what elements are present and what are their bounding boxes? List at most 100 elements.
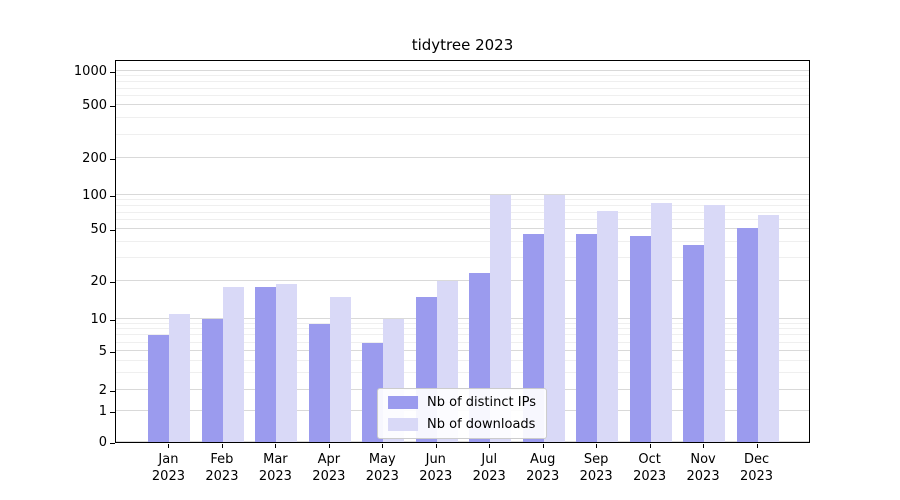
major-gridline	[116, 228, 809, 229]
x-tick-mark	[168, 444, 170, 448]
y-tick-mark	[110, 282, 115, 283]
x-tick-mark	[542, 444, 544, 448]
x-tick-label: Aug 2023	[526, 452, 560, 484]
minor-gridline	[116, 359, 809, 361]
major-gridline	[116, 318, 809, 319]
y-tick-mark	[110, 443, 115, 444]
minor-gridline	[116, 133, 809, 135]
minor-gridline	[116, 322, 809, 324]
minor-gridline	[116, 95, 809, 97]
bar-downloads	[169, 313, 191, 442]
legend-label: Nb of downloads	[427, 417, 536, 432]
minor-gridline	[116, 211, 809, 213]
bar-downloads	[757, 215, 779, 442]
major-gridline	[116, 157, 809, 158]
y-tick-label: 20	[90, 274, 107, 289]
bar-distinct-ips	[629, 236, 651, 442]
x-tick-mark	[435, 444, 437, 448]
bar-downloads	[704, 204, 726, 442]
y-tick-label: 1	[98, 404, 107, 419]
chart-title: tidytree 2023	[411, 36, 514, 54]
x-tick-mark	[703, 444, 705, 448]
minor-gridline	[116, 257, 809, 258]
y-tick-label: 1000	[73, 64, 107, 79]
y-tick-mark	[110, 391, 115, 392]
x-tick-label: Dec 2023	[739, 452, 774, 484]
minor-gridline	[116, 80, 809, 82]
major-gridline	[116, 194, 809, 195]
x-tick-mark	[756, 444, 758, 448]
bar-distinct-ips	[736, 228, 758, 442]
minor-gridline	[116, 371, 809, 373]
x-tick-label: Jul 2023	[472, 452, 506, 484]
y-tick-mark	[110, 352, 115, 353]
x-tick-mark	[489, 444, 491, 448]
bar-downloads	[490, 195, 512, 442]
major-gridline	[116, 350, 809, 351]
legend-item: Nb of downloads	[388, 417, 536, 432]
legend: Nb of distinct IPs Nb of downloads	[377, 388, 547, 439]
y-tick-label: 100	[82, 188, 107, 203]
x-tick-mark	[596, 444, 598, 448]
x-tick-label: May 2023	[365, 452, 399, 484]
bar-distinct-ips	[201, 319, 223, 442]
y-tick-label: 0	[98, 435, 107, 450]
major-gridline	[116, 70, 809, 71]
x-tick-mark	[221, 444, 223, 448]
y-tick-mark	[110, 412, 115, 413]
bar-downloads	[276, 283, 298, 442]
x-tick-label: Mar 2023	[258, 452, 292, 484]
x-tick-label: Oct 2023	[633, 452, 667, 484]
minor-gridline	[116, 199, 809, 201]
minor-gridline	[116, 204, 809, 206]
x-tick-label: Jun 2023	[419, 452, 453, 484]
bar-downloads	[222, 286, 244, 442]
legend-item: Nb of distinct IPs	[388, 395, 536, 410]
x-tick-label: Jan 2023	[151, 452, 185, 484]
bar-downloads	[650, 202, 672, 442]
bar-distinct-ips	[148, 335, 170, 442]
legend-label: Nb of distinct IPs	[427, 395, 536, 410]
minor-gridline	[116, 334, 809, 336]
y-tick-label: 10	[90, 312, 107, 327]
x-tick-label: Sep 2023	[579, 452, 613, 484]
bar-distinct-ips	[576, 233, 598, 442]
legend-swatch	[388, 396, 419, 409]
y-tick-label: 200	[82, 151, 107, 166]
minor-gridline	[116, 75, 809, 77]
minor-gridline	[116, 240, 809, 242]
x-tick-label: Nov 2023	[686, 452, 720, 484]
bar-downloads	[543, 195, 565, 442]
y-tick-mark	[110, 72, 115, 73]
x-tick-mark	[275, 444, 277, 448]
y-tick-mark	[110, 159, 115, 160]
y-tick-label: 2	[98, 383, 107, 398]
y-tick-mark	[110, 196, 115, 197]
minor-gridline	[116, 116, 809, 118]
minor-gridline	[116, 87, 809, 89]
minor-gridline	[116, 328, 809, 330]
bar-distinct-ips	[683, 244, 705, 442]
y-tick-mark	[110, 230, 115, 231]
x-tick-mark	[649, 444, 651, 448]
minor-gridline	[116, 341, 809, 343]
x-tick-mark	[382, 444, 384, 448]
y-tick-label: 500	[82, 98, 107, 113]
y-tick-mark	[110, 106, 115, 107]
x-tick-label: Feb 2023	[205, 452, 239, 484]
legend-swatch	[388, 418, 419, 431]
y-tick-label: 5	[98, 344, 107, 359]
major-gridline	[116, 104, 809, 105]
y-tick-mark	[110, 320, 115, 321]
bar-distinct-ips	[255, 286, 277, 442]
bar-distinct-ips	[308, 323, 330, 442]
minor-gridline	[116, 219, 809, 221]
bar-downloads	[597, 211, 619, 442]
plot-area	[115, 60, 810, 443]
bar-downloads	[329, 296, 351, 442]
y-tick-label: 50	[90, 222, 107, 237]
x-tick-label: Apr 2023	[312, 452, 346, 484]
x-tick-mark	[328, 444, 330, 448]
major-gridline	[116, 441, 809, 442]
